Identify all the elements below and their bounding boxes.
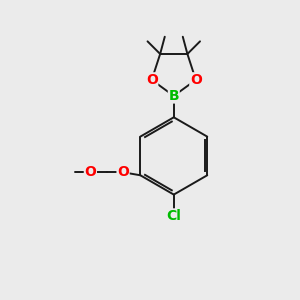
Text: O: O (146, 73, 158, 87)
Text: O: O (117, 165, 129, 179)
Text: Cl: Cl (166, 209, 181, 223)
Text: O: O (84, 165, 96, 179)
Text: O: O (190, 73, 202, 87)
Text: B: B (169, 89, 179, 103)
